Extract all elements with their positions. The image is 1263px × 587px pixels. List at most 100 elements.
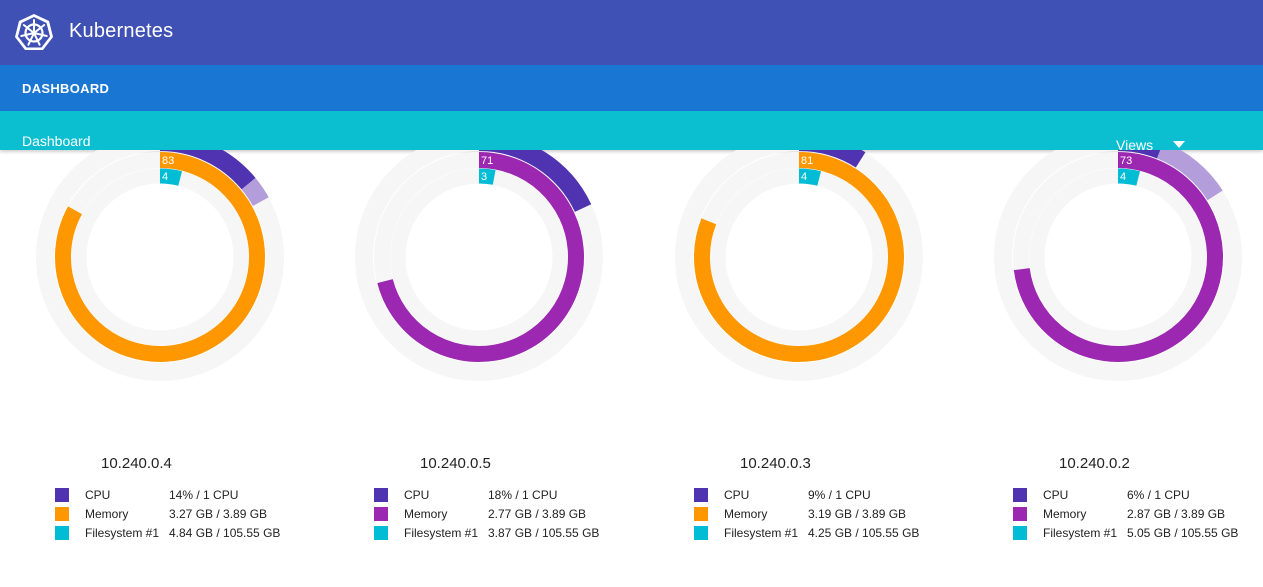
memory-value-label: 83	[162, 155, 174, 167]
donut-track	[71, 168, 249, 346]
memory-arc	[377, 152, 584, 362]
node-ip: 10.240.0.5	[420, 455, 491, 472]
cpu-extra-arc	[1156, 150, 1223, 201]
node-card: 6734 10.240.0.2 CPU 6% / 1 CPU Memory 2.87…	[958, 150, 1263, 587]
node-card: 9814 10.240.0.3 CPU 9% / 1 CPU Memory 3.19…	[639, 150, 949, 587]
legend-label: Memory	[85, 507, 129, 521]
legend-label: Filesystem #1	[404, 526, 479, 540]
views-dropdown[interactable]: Views	[1116, 137, 1196, 159]
legend-value: 2.77 GB / 3.89 GB	[488, 507, 587, 521]
cpu-swatch	[694, 488, 708, 502]
legend-row-cpu: CPU 6% / 1 CPU	[1013, 487, 1263, 506]
node-legend: CPU 6% / 1 CPU Memory 2.87 GB / 3.89 GB Fi…	[1013, 487, 1263, 544]
legend-row-filesystem: Filesystem #1 4.25 GB / 105.55 GB	[694, 525, 944, 544]
legend-label: Memory	[1043, 507, 1087, 521]
cpu-arc	[159, 150, 256, 190]
memory-arc	[694, 152, 904, 362]
legend-value: 2.87 GB / 3.89 GB	[1127, 507, 1226, 521]
cpu-swatch	[1013, 488, 1027, 502]
legend-label: Filesystem #1	[1043, 526, 1118, 540]
memory-value-label: 73	[1120, 155, 1132, 167]
memory-value-label: 71	[481, 155, 493, 167]
legend-value: 14% / 1 CPU	[169, 488, 239, 502]
legend-value: 18% / 1 CPU	[488, 488, 558, 502]
legend-row-cpu: CPU 9% / 1 CPU	[694, 487, 944, 506]
legend-row-memory: Memory 2.87 GB / 3.89 GB	[1013, 506, 1263, 525]
node-ip: 10.240.0.2	[1059, 455, 1130, 472]
legend-row-filesystem: Filesystem #1 5.05 GB / 105.55 GB	[1013, 525, 1263, 544]
legend-label: Filesystem #1	[724, 526, 799, 540]
legend-row-cpu: CPU 14% / 1 CPU	[55, 487, 305, 506]
legend-value: 4.25 GB / 105.55 GB	[808, 526, 920, 540]
legend-row-memory: Memory 3.27 GB / 3.89 GB	[55, 506, 305, 525]
node-usage-donut: 14834	[36, 150, 284, 381]
node-card: 18713 10.240.0.5 CPU 18% / 1 CPU Memory 2.…	[319, 150, 629, 587]
legend-value: 9% / 1 CPU	[808, 488, 871, 502]
node-grid: 14834 10.240.0.4 CPU 14% / 1 CPU Memory 3.…	[0, 150, 1263, 587]
cpu-extra-arc	[241, 177, 269, 207]
breadcrumb: Dashboard	[22, 133, 91, 149]
memory-arc	[55, 152, 265, 362]
donut-track	[390, 168, 568, 346]
donut-track	[675, 150, 923, 381]
cpu-swatch	[55, 488, 69, 502]
nav-bar: DASHBOARD	[0, 65, 1263, 111]
dropdown-arrow-icon	[1173, 141, 1185, 148]
memory-arc	[1013, 152, 1223, 362]
filesystem-value-label: 4	[1120, 171, 1126, 183]
filesystem-swatch	[55, 526, 69, 540]
memory-swatch	[694, 507, 708, 521]
node-ip: 10.240.0.4	[101, 455, 172, 472]
node-usage-donut: 9814	[675, 150, 923, 381]
node-legend: CPU 9% / 1 CPU Memory 3.19 GB / 3.89 GB Fi…	[694, 487, 944, 544]
app-header: Kubernetes	[0, 0, 1263, 65]
node-ip: 10.240.0.3	[740, 455, 811, 472]
legend-label: CPU	[404, 488, 430, 502]
donut-track	[1029, 168, 1207, 346]
legend-label: CPU	[724, 488, 750, 502]
filesystem-value-label: 4	[801, 171, 807, 183]
memory-swatch	[55, 507, 69, 521]
legend-value: 3.27 GB / 3.89 GB	[169, 507, 268, 521]
kubernetes-logo-icon[interactable]	[13, 12, 55, 54]
cpu-arc	[478, 150, 592, 213]
legend-row-filesystem: Filesystem #1 3.87 GB / 105.55 GB	[374, 525, 624, 544]
legend-value: 3.19 GB / 3.89 GB	[808, 507, 907, 521]
legend-label: CPU	[1043, 488, 1069, 502]
legend-row-memory: Memory 2.77 GB / 3.89 GB	[374, 506, 624, 525]
donut-track	[355, 150, 603, 381]
legend-row-cpu: CPU 18% / 1 CPU	[374, 487, 624, 506]
legend-value: 6% / 1 CPU	[1127, 488, 1190, 502]
node-usage-donut: 18713	[355, 150, 603, 381]
filesystem-swatch	[694, 526, 708, 540]
filesystem-arc	[159, 168, 183, 186]
filesystem-value-label: 3	[481, 171, 487, 183]
legend-row-filesystem: Filesystem #1 4.84 GB / 105.55 GB	[55, 525, 305, 544]
views-label: Views	[1116, 137, 1154, 153]
memory-swatch	[374, 507, 388, 521]
legend-row-memory: Memory 3.19 GB / 3.89 GB	[694, 506, 944, 525]
filesystem-value-label: 4	[162, 171, 168, 183]
node-legend: CPU 14% / 1 CPU Memory 3.27 GB / 3.89 GB F…	[55, 487, 305, 544]
cpu-swatch	[374, 488, 388, 502]
filesystem-arc	[1117, 168, 1141, 186]
legend-label: Memory	[404, 507, 448, 521]
node-legend: CPU 18% / 1 CPU Memory 2.77 GB / 3.89 GB F…	[374, 487, 624, 544]
legend-label: Filesystem #1	[85, 526, 160, 540]
filesystem-arc	[798, 168, 822, 186]
cpu-arc	[798, 150, 866, 168]
node-card: 14834 10.240.0.4 CPU 14% / 1 CPU Memory 3.…	[0, 150, 310, 587]
sub-toolbar: Dashboard Views	[0, 111, 1263, 153]
donut-track	[710, 168, 888, 346]
filesystem-swatch	[1013, 526, 1027, 540]
nav-tab-dashboard[interactable]: DASHBOARD	[22, 81, 110, 96]
legend-value: 4.84 GB / 105.55 GB	[169, 526, 281, 540]
memory-value-label: 81	[801, 155, 813, 167]
legend-value: 5.05 GB / 105.55 GB	[1127, 526, 1239, 540]
app-title: Kubernetes	[69, 20, 174, 42]
donut-track	[994, 150, 1242, 381]
legend-label: CPU	[85, 488, 111, 502]
node-usage-donut: 6734	[994, 150, 1242, 381]
legend-label: Memory	[724, 507, 768, 521]
memory-swatch	[1013, 507, 1027, 521]
